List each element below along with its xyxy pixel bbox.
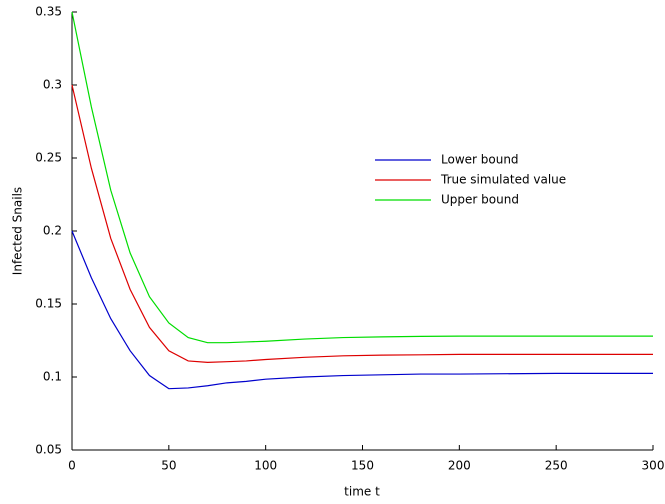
x-tick-label: 300 bbox=[642, 459, 665, 473]
legend-label: Lower bound bbox=[441, 153, 519, 167]
legend-label: True simulated value bbox=[440, 173, 566, 187]
legend-label: Upper bound bbox=[441, 193, 519, 207]
y-tick-label: 0.3 bbox=[43, 78, 62, 92]
y-tick-label: 0.25 bbox=[35, 151, 62, 165]
x-tick-label: 150 bbox=[351, 459, 374, 473]
y-tick-label: 0.05 bbox=[35, 443, 62, 457]
x-tick-label: 200 bbox=[448, 459, 471, 473]
y-axis-label: Infected Snails bbox=[11, 187, 25, 275]
y-tick-label: 0.1 bbox=[43, 370, 62, 384]
y-tick-label: 0.2 bbox=[43, 224, 62, 238]
x-tick-label: 250 bbox=[545, 459, 568, 473]
x-tick-label: 100 bbox=[254, 459, 277, 473]
y-tick-label: 0.35 bbox=[35, 5, 62, 19]
x-axis-label: time t bbox=[344, 485, 380, 499]
series-line bbox=[71, 230, 653, 390]
series-line bbox=[71, 11, 653, 344]
x-tick-label: 50 bbox=[161, 459, 176, 473]
y-tick-label: 0.15 bbox=[35, 297, 62, 311]
x-tick-label: 0 bbox=[68, 459, 76, 473]
series-line bbox=[71, 84, 653, 364]
